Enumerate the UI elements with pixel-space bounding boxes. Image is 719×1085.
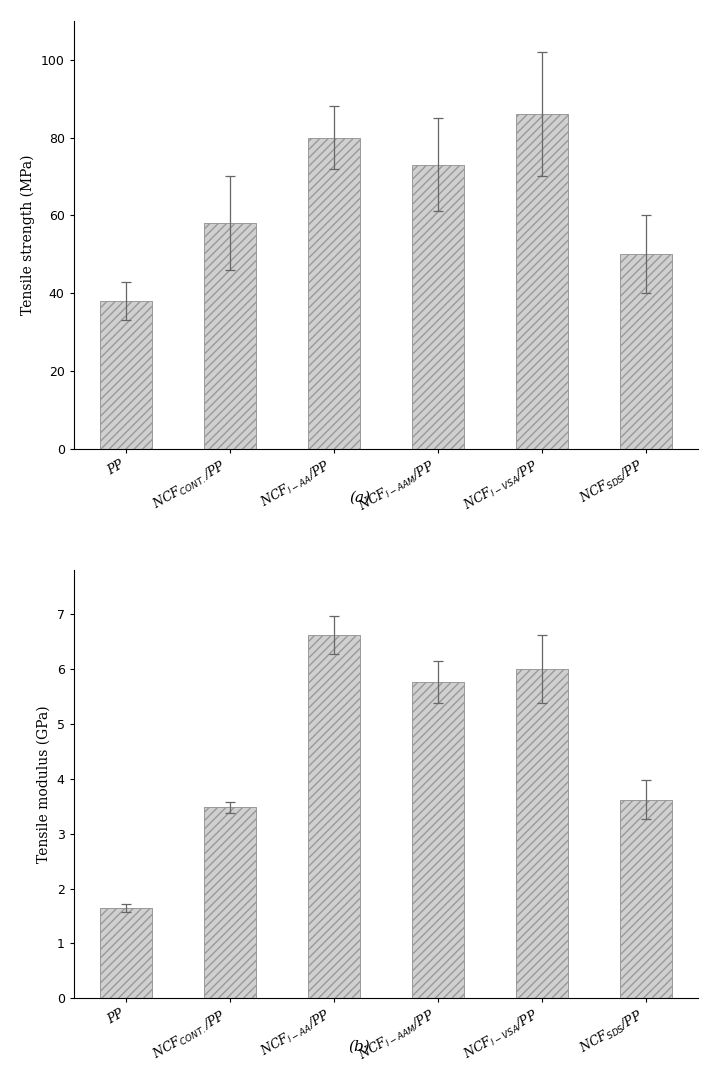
Text: (a): (a) bbox=[349, 490, 370, 505]
Bar bbox=[516, 114, 568, 449]
Bar bbox=[308, 635, 360, 998]
Text: (b): (b) bbox=[349, 1041, 370, 1055]
Bar bbox=[100, 301, 152, 449]
Bar bbox=[516, 669, 568, 998]
Bar bbox=[203, 807, 256, 998]
Bar bbox=[412, 165, 464, 449]
Bar bbox=[203, 224, 256, 449]
Y-axis label: Tensile modulus (GPa): Tensile modulus (GPa) bbox=[37, 705, 51, 863]
Bar bbox=[100, 908, 152, 998]
Bar bbox=[620, 254, 672, 449]
Bar bbox=[620, 800, 672, 998]
Y-axis label: Tensile strength (MPa): Tensile strength (MPa) bbox=[21, 154, 35, 315]
Bar bbox=[308, 138, 360, 449]
Bar bbox=[412, 681, 464, 998]
